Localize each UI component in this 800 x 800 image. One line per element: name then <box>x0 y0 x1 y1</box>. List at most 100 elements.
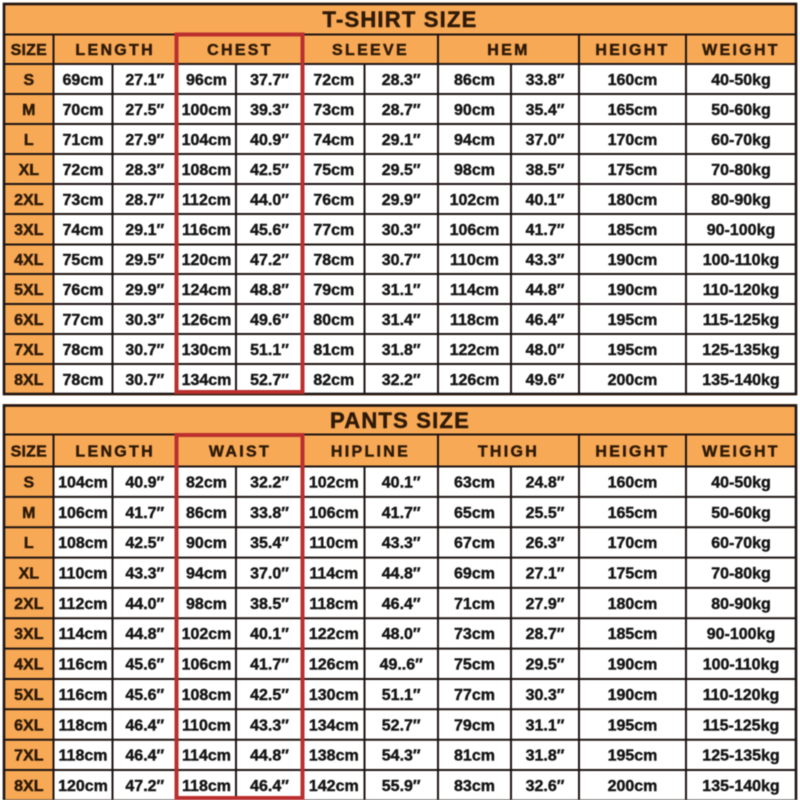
svg-text:HEIGHT: HEIGHT <box>595 42 669 59</box>
svg-text:70cm: 70cm <box>63 102 104 119</box>
svg-text:134cm: 134cm <box>182 372 232 389</box>
svg-text:125-135kg: 125-135kg <box>702 342 779 359</box>
svg-text:HIPLINE: HIPLINE <box>331 443 410 460</box>
svg-text:112cm: 112cm <box>59 596 108 613</box>
svg-text:75cm: 75cm <box>63 252 104 269</box>
svg-text:40.1″: 40.1″ <box>382 475 421 492</box>
svg-text:M: M <box>22 102 35 119</box>
svg-text:126cm: 126cm <box>450 372 500 389</box>
svg-text:43.3″: 43.3″ <box>382 535 421 552</box>
svg-text:138cm: 138cm <box>309 748 359 765</box>
svg-text:29.1″: 29.1″ <box>382 132 421 149</box>
svg-text:28.3″: 28.3″ <box>125 162 164 179</box>
svg-text:114cm: 114cm <box>59 626 108 643</box>
svg-text:73cm: 73cm <box>63 192 104 209</box>
svg-text:48.8″: 48.8″ <box>250 282 289 299</box>
svg-text:110cm: 110cm <box>450 252 499 269</box>
svg-text:190cm: 190cm <box>608 657 658 674</box>
svg-text:82cm: 82cm <box>313 372 354 389</box>
svg-text:30.3″: 30.3″ <box>526 687 565 704</box>
svg-text:112cm: 112cm <box>182 192 231 209</box>
svg-text:CHEST: CHEST <box>207 42 273 59</box>
svg-text:44.8″: 44.8″ <box>526 282 565 299</box>
svg-text:WAIST: WAIST <box>209 443 271 460</box>
svg-text:7XL: 7XL <box>14 342 44 359</box>
svg-text:32.2″: 32.2″ <box>382 372 421 389</box>
svg-text:SIZE: SIZE <box>11 443 47 460</box>
svg-text:T-SHIRT SIZE: T-SHIRT SIZE <box>323 7 478 32</box>
svg-text:80-90kg: 80-90kg <box>711 596 771 613</box>
svg-text:SLEEVE: SLEEVE <box>332 42 409 59</box>
svg-text:86cm: 86cm <box>454 72 495 89</box>
svg-text:118cm: 118cm <box>450 312 499 329</box>
svg-text:41.7″: 41.7″ <box>125 505 164 522</box>
svg-text:79cm: 79cm <box>313 282 354 299</box>
svg-text:48.0″: 48.0″ <box>526 342 565 359</box>
svg-text:118cm: 118cm <box>59 717 108 734</box>
svg-text:80cm: 80cm <box>313 312 354 329</box>
svg-text:49..6″: 49..6″ <box>380 657 424 674</box>
svg-text:126cm: 126cm <box>182 312 232 329</box>
svg-text:8XL: 8XL <box>14 778 44 795</box>
svg-text:28.3″: 28.3″ <box>382 72 421 89</box>
svg-text:77cm: 77cm <box>63 312 104 329</box>
svg-text:60-70kg: 60-70kg <box>711 132 771 149</box>
svg-text:118cm: 118cm <box>182 778 231 795</box>
svg-text:46.4″: 46.4″ <box>125 717 164 734</box>
svg-text:63cm: 63cm <box>454 475 495 492</box>
svg-text:40.9″: 40.9″ <box>125 475 164 492</box>
svg-text:37.0″: 37.0″ <box>250 566 289 583</box>
svg-text:116cm: 116cm <box>59 687 108 704</box>
svg-text:126cm: 126cm <box>309 657 359 674</box>
svg-text:94cm: 94cm <box>186 566 227 583</box>
svg-text:46.4″: 46.4″ <box>382 596 421 613</box>
svg-text:108cm: 108cm <box>182 687 232 704</box>
svg-text:170cm: 170cm <box>608 535 658 552</box>
svg-text:28.7″: 28.7″ <box>526 626 565 643</box>
svg-text:WEIGHT: WEIGHT <box>702 443 780 460</box>
svg-text:195cm: 195cm <box>608 748 658 765</box>
svg-text:75cm: 75cm <box>454 657 495 674</box>
svg-text:7XL: 7XL <box>14 748 44 765</box>
svg-text:31.1″: 31.1″ <box>526 717 565 734</box>
svg-text:6XL: 6XL <box>14 312 44 329</box>
svg-text:2XL: 2XL <box>14 192 44 209</box>
svg-text:90cm: 90cm <box>454 102 495 119</box>
svg-text:38.5″: 38.5″ <box>526 162 565 179</box>
svg-text:100-110kg: 100-110kg <box>703 657 780 674</box>
svg-text:6XL: 6XL <box>14 717 44 734</box>
svg-text:32.6″: 32.6″ <box>526 778 565 795</box>
svg-text:102cm: 102cm <box>182 626 232 643</box>
svg-text:70-80kg: 70-80kg <box>711 566 771 583</box>
svg-text:170cm: 170cm <box>608 132 658 149</box>
svg-text:110cm: 110cm <box>59 566 108 583</box>
svg-text:90-100kg: 90-100kg <box>707 222 776 239</box>
svg-text:125-135kg: 125-135kg <box>702 748 779 765</box>
svg-text:25.5″: 25.5″ <box>526 505 565 522</box>
svg-text:35.4″: 35.4″ <box>526 102 565 119</box>
svg-text:38.5″: 38.5″ <box>250 596 289 613</box>
svg-text:98cm: 98cm <box>454 162 495 179</box>
svg-text:3XL: 3XL <box>14 626 44 643</box>
svg-text:78cm: 78cm <box>63 372 104 389</box>
svg-text:40.9″: 40.9″ <box>250 132 289 149</box>
svg-text:31.8″: 31.8″ <box>382 342 421 359</box>
svg-text:49.6″: 49.6″ <box>526 372 565 389</box>
svg-text:35.4″: 35.4″ <box>250 535 289 552</box>
svg-text:54.3″: 54.3″ <box>382 748 421 765</box>
svg-text:41.7″: 41.7″ <box>250 657 289 674</box>
svg-text:122cm: 122cm <box>309 626 359 643</box>
svg-text:83cm: 83cm <box>454 778 495 795</box>
svg-text:43.3″: 43.3″ <box>526 252 565 269</box>
svg-text:40.1″: 40.1″ <box>250 626 289 643</box>
svg-text:44.0″: 44.0″ <box>125 596 164 613</box>
svg-text:142cm: 142cm <box>309 778 359 795</box>
svg-text:120cm: 120cm <box>58 778 108 795</box>
svg-text:3XL: 3XL <box>14 222 44 239</box>
svg-text:40.1″: 40.1″ <box>526 192 565 209</box>
svg-text:30.7″: 30.7″ <box>382 252 421 269</box>
svg-text:77cm: 77cm <box>454 687 495 704</box>
svg-text:110-120kg: 110-120kg <box>703 687 780 704</box>
svg-text:44.8″: 44.8″ <box>250 748 289 765</box>
svg-text:175cm: 175cm <box>608 162 658 179</box>
